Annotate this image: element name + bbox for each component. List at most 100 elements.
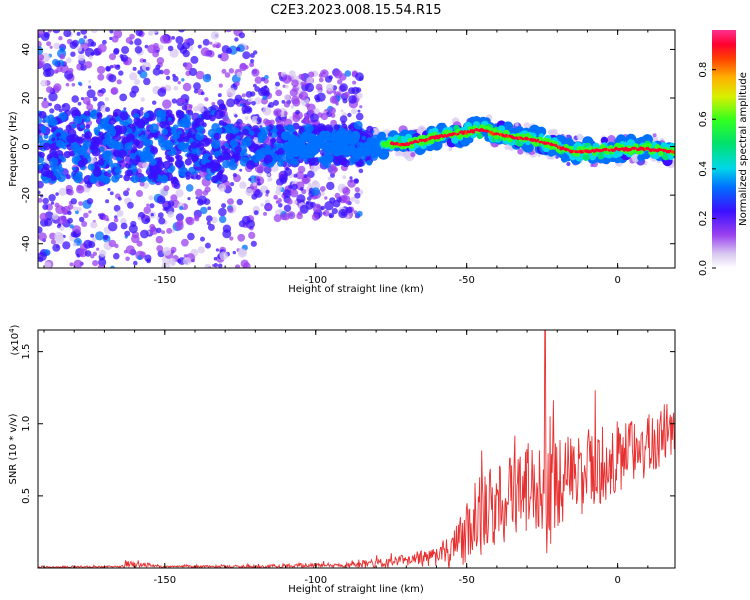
heatmap-cell [140, 97, 145, 102]
heatmap-cell [123, 174, 131, 182]
heatmap-cell [110, 88, 118, 95]
heatmap-cell [222, 224, 232, 233]
heatmap-cell [84, 250, 92, 257]
heatmap-cell [517, 148, 524, 155]
heatmap-cell [251, 115, 260, 124]
heatmap-cell [183, 136, 190, 142]
heatmap-cell [67, 217, 73, 224]
heatmap-cell [354, 199, 360, 205]
heatmap-cell [96, 247, 100, 251]
heatmap-cell [536, 126, 547, 137]
heatmap-cell [225, 30, 232, 33]
heatmap-cell [280, 131, 291, 141]
heatmap-cell [46, 86, 53, 93]
colorbar-tick-label: 0.4 [698, 161, 709, 177]
heatmap-cell [71, 123, 77, 129]
heatmap-cell [140, 134, 146, 140]
heatmap-cell [178, 98, 183, 103]
heatmap-cell [168, 156, 175, 163]
heatmap-cell [212, 43, 217, 48]
heatmap-cell [38, 116, 43, 125]
heatmap-cell [608, 145, 614, 150]
heatmap-cell [257, 178, 261, 182]
heatmap-cell [218, 83, 223, 88]
heatmap-cell [113, 217, 119, 223]
heatmap-cell [291, 95, 300, 105]
snr-plot-area [38, 330, 675, 568]
heatmap-cell [51, 213, 59, 221]
heatmap-cell [293, 173, 298, 178]
heatmap-cell [142, 59, 147, 63]
heatmap-cell [86, 198, 94, 205]
heatmap-cell [291, 158, 300, 166]
heatmap-cell [201, 137, 211, 147]
heatmap-cell [134, 38, 142, 46]
heatmap-cell [273, 99, 279, 106]
heatmap-cell [163, 68, 170, 76]
heatmap-cell [168, 257, 176, 265]
heatmap-cell [149, 158, 157, 166]
heatmap-cell [326, 181, 335, 191]
heatmap-cell [607, 135, 616, 144]
colorbar-tick-label: 0.2 [698, 210, 709, 226]
heatmap-cell [634, 147, 638, 150]
heatmap-cell [155, 64, 161, 70]
heatmap-cell [252, 182, 257, 187]
heatmap-cell [184, 62, 193, 71]
heatmap-cell [152, 30, 159, 34]
heatmap-cell [234, 94, 243, 103]
heatmap-cell [247, 97, 253, 103]
heatmap-cell [377, 131, 386, 140]
heatmap-cell [206, 221, 211, 226]
heatmap-cell [264, 74, 269, 80]
heatmap-cell [290, 105, 295, 109]
heatmap-cell [38, 111, 47, 119]
heatmap-cell [143, 112, 150, 118]
heatmap-cell [114, 173, 121, 180]
heatmap-cell [250, 186, 255, 190]
heatmap-cell [202, 190, 209, 196]
heatmap-cell [86, 24, 90, 28]
heatmap-cell [161, 113, 166, 118]
heatmap-cell [48, 118, 55, 126]
heatmap-cell [350, 196, 356, 202]
heatmap-cell [224, 72, 231, 78]
heatmap-cell [347, 112, 352, 118]
heatmap-cell [183, 257, 192, 266]
heatmap-cell [78, 38, 85, 45]
heatmap-cell [108, 74, 117, 83]
heatmap-cell [61, 24, 66, 29]
heatmap-cell [244, 116, 249, 120]
colorbar-gradient [712, 30, 736, 268]
heatmap-cell [83, 212, 89, 219]
heatmap-cell [105, 150, 112, 157]
heatmap-cell [448, 147, 453, 152]
heatmap-cell [116, 209, 124, 217]
heatmap-cell [51, 137, 56, 142]
heatmap-cell [234, 114, 238, 118]
heatmap-cell [355, 87, 362, 93]
heatmap-cell [195, 196, 199, 200]
heatmap-cell [65, 82, 70, 87]
heatmap-cell [566, 161, 571, 167]
heatmap-cell [162, 246, 172, 256]
heatmap-cell [113, 112, 118, 118]
heatmap-cell [277, 147, 285, 155]
heatmap-cell [126, 201, 134, 209]
heatmap-cell [190, 55, 199, 64]
heatmap-cell [158, 135, 163, 140]
heatmap-cell [360, 130, 366, 136]
heatmap-cell [130, 146, 138, 153]
heatmap-cell [215, 44, 220, 49]
heatmap-cell [38, 226, 43, 234]
y-tick-label: -20 [21, 187, 32, 203]
heatmap-cell [38, 129, 42, 135]
heatmap-cell [209, 41, 213, 45]
heatmap-cell [222, 160, 231, 169]
heatmap-cell [59, 46, 66, 53]
heatmap-cell [207, 155, 213, 161]
heatmap-cell [80, 124, 84, 129]
heatmap-cell [514, 122, 519, 127]
